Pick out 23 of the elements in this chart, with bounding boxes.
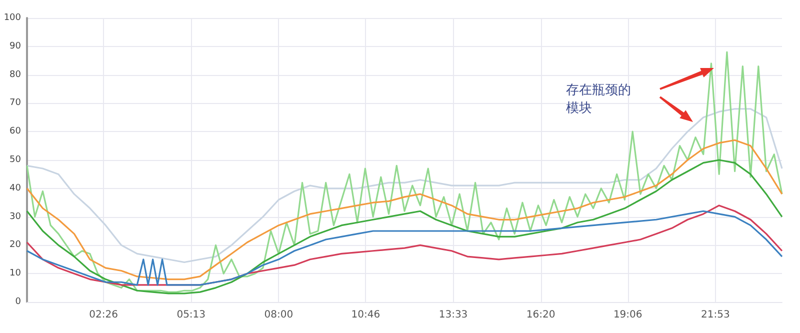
- y-tick-label: 10: [10, 268, 22, 279]
- x-tick-label: 13:33: [438, 310, 468, 320]
- y-tick-label: 60: [10, 126, 22, 137]
- y-tick-label: 90: [10, 41, 22, 52]
- line-series: [26, 139, 783, 280]
- line-series: [26, 159, 783, 294]
- y-tick-label: 40: [10, 183, 22, 194]
- x-tick-label: 19:06: [613, 310, 642, 320]
- line-series: [26, 51, 783, 293]
- y-tick-label: 30: [10, 212, 22, 222]
- y-tick-label: 100: [4, 13, 22, 23]
- y-tick-label: 80: [10, 70, 22, 80]
- y-tick-label: 20: [10, 240, 22, 250]
- x-tick-label: 08:00: [264, 310, 294, 320]
- y-tick-label: 0: [15, 297, 22, 307]
- x-tick-label: 21:53: [701, 310, 730, 320]
- y-tick-label: 50: [10, 155, 22, 165]
- annotation: 存在瓶颈的模块: [566, 82, 632, 118]
- x-tick-label: 16:20: [526, 310, 556, 320]
- x-tick-label: 10:46: [351, 310, 380, 320]
- x-tick-label: 05:13: [176, 310, 206, 320]
- x-tick-label: 02:26: [89, 310, 118, 320]
- y-tick-label: 70: [10, 98, 22, 108]
